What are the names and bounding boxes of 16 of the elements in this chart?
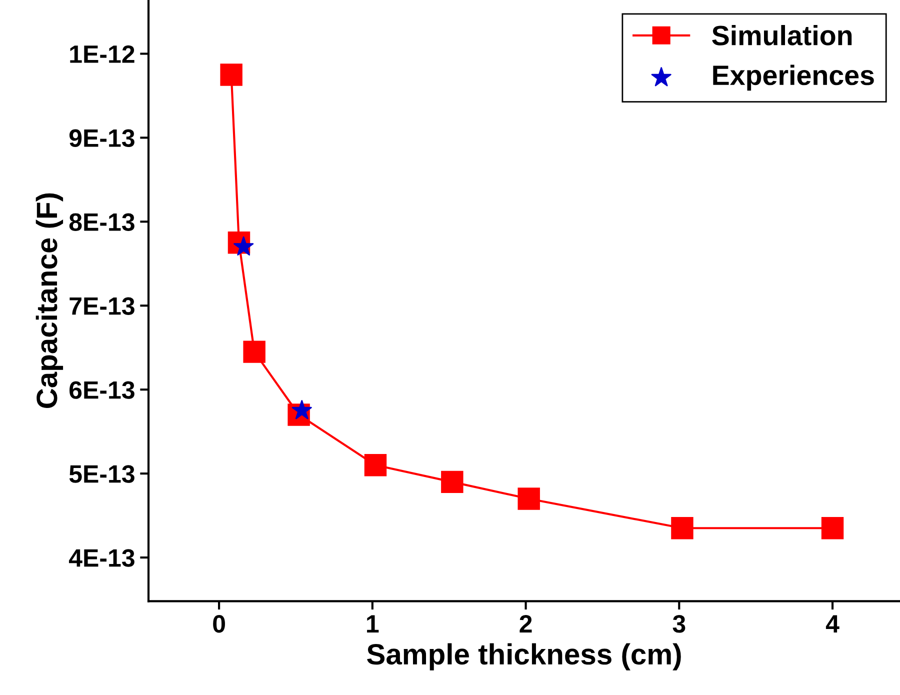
- x-tick-label: 3: [672, 615, 686, 633]
- y-tick-label: 9E-13: [69, 129, 134, 148]
- legend-label: Simulation: [712, 25, 852, 46]
- y-tick-label: 8E-13: [69, 213, 134, 231]
- y-tick-label: 1E-12: [70, 45, 134, 63]
- x-axis-title: Sample thickness (cm): [367, 643, 681, 670]
- legend-label: Experiences: [713, 64, 874, 91]
- x-tick-label: 4: [826, 615, 840, 632]
- y-tick-label: 5E-13: [69, 465, 134, 483]
- x-tick-label: 2: [520, 615, 532, 632]
- x-tick-label: 0: [213, 615, 225, 633]
- y-axis-title: Capacitance (F): [36, 193, 64, 408]
- x-tick-label: 1: [367, 615, 379, 632]
- y-tick-label: 6E-13: [70, 381, 134, 399]
- y-tick-label: 7E-13: [70, 297, 134, 315]
- y-tick-label: 4E-13: [68, 549, 134, 567]
